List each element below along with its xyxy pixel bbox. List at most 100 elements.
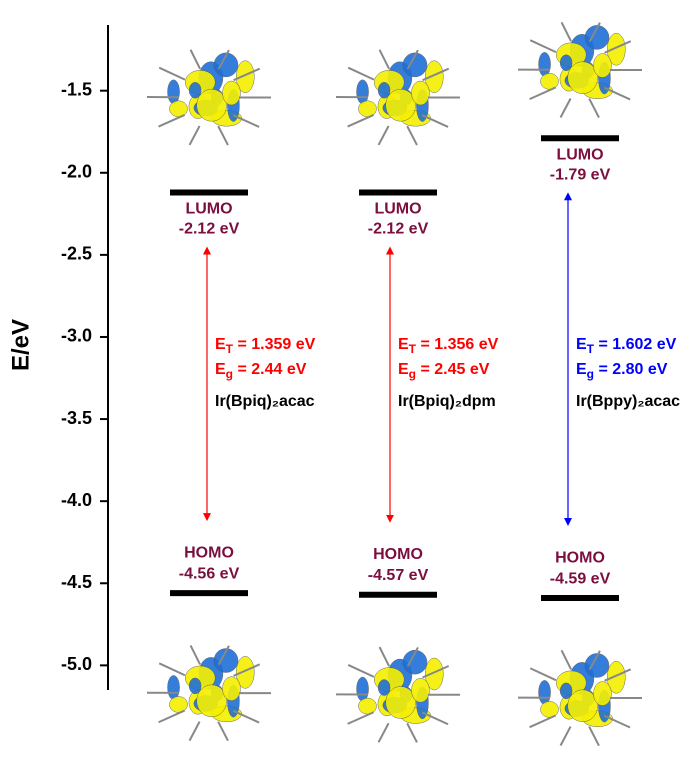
molecule-bond <box>233 67 261 82</box>
orbital-lobe <box>402 649 428 675</box>
y-tick-label: -2.5 <box>61 244 92 264</box>
orbital-lobe <box>196 88 227 122</box>
orbital-lobe <box>236 60 255 93</box>
orbital-lobe <box>169 100 188 118</box>
orbital-lobe <box>559 54 573 72</box>
e-value: = 2.44 eV <box>233 361 307 378</box>
e-value: = 1.602 eV <box>594 336 677 353</box>
energy-label: Eg = 2.80 eV <box>576 361 668 381</box>
homo-value: -4.56 eV <box>179 565 240 582</box>
orbital-image <box>146 49 271 146</box>
molecule-bond <box>603 714 631 729</box>
lumo-text: LUMO <box>185 201 232 218</box>
e-value: = 2.45 eV <box>416 361 490 378</box>
orbital-lobe <box>402 52 428 78</box>
lumo-value: -1.79 eV <box>550 167 611 184</box>
molecule-bond <box>378 49 390 70</box>
lumo-text: LUMO <box>556 147 603 164</box>
y-axis-label: E/eV <box>7 319 34 371</box>
e-subscript: T <box>587 342 595 356</box>
orbital-lobe <box>584 25 610 50</box>
molecule-bond <box>189 644 201 665</box>
lumo-text: LUMO <box>374 201 421 218</box>
compound-name: Ir(Bpiq)₂acac <box>215 393 315 410</box>
orbital-lobe <box>188 82 202 99</box>
orbital-lobe <box>169 696 188 713</box>
molecule-bond <box>421 114 449 128</box>
orbital-lobe <box>425 657 444 691</box>
orbital-lobe <box>167 675 180 700</box>
orbital-image <box>146 644 271 742</box>
orbital-lobe <box>593 53 612 78</box>
orbital-lobe <box>377 679 391 696</box>
molecule-bond <box>422 67 450 82</box>
orbital-lobe <box>559 682 573 700</box>
e-subscript: T <box>226 342 234 356</box>
compound-name: Ir(Bppy)₂acac <box>576 393 680 410</box>
molecule-bond <box>188 125 201 146</box>
orbital-image <box>335 49 460 146</box>
e-subscript: g <box>587 367 594 381</box>
molecule-bond <box>560 649 572 670</box>
homo-text: HOMO <box>555 549 605 566</box>
molecule-bond <box>347 114 375 128</box>
e-value: = 1.359 eV <box>233 336 316 353</box>
energy-label: Eg = 2.44 eV <box>215 361 307 381</box>
energy-label: ET = 1.602 eV <box>576 336 677 356</box>
orbital-lobe <box>356 79 369 105</box>
orbital-lobe <box>196 684 227 718</box>
molecule-bond <box>588 22 601 43</box>
lumo-value: -2.12 eV <box>179 221 240 238</box>
homo-value: -4.57 eV <box>368 567 429 584</box>
homo-value: -4.59 eV <box>550 570 611 587</box>
e-subscript: g <box>226 367 233 381</box>
molecule-bond <box>217 721 229 742</box>
homo-text: HOMO <box>184 544 234 561</box>
orbital-lobe <box>385 686 416 719</box>
orbital-lobe <box>167 79 180 105</box>
molecule-bond <box>347 711 375 725</box>
orbital-lobe <box>567 689 598 723</box>
energy-label: Eg = 2.45 eV <box>398 361 490 381</box>
molecule-bond <box>347 66 375 81</box>
orbital-lobe <box>540 701 559 718</box>
orbital-lobe <box>377 82 391 99</box>
molecule-bond <box>406 722 418 743</box>
orbital-lobe <box>411 678 430 703</box>
molecule-bond <box>603 86 631 101</box>
molecule-bond <box>378 646 390 667</box>
energy-label: ET = 1.356 eV <box>398 336 499 356</box>
y-tick-label: -4.0 <box>61 490 92 510</box>
orbital-image <box>517 649 642 747</box>
e-value: = 1.356 eV <box>416 336 499 353</box>
molecule-bond <box>529 39 557 54</box>
orbital-lobe <box>356 676 369 702</box>
y-tick-label: -3.5 <box>61 408 92 428</box>
molecule-bond <box>232 709 260 724</box>
orbital-lobe <box>411 80 430 106</box>
molecule-bond <box>188 721 201 742</box>
y-tick-label: -4.5 <box>61 572 92 592</box>
orbital-lobe <box>222 676 241 701</box>
orbital-lobe <box>538 52 551 77</box>
molecule-bond <box>588 98 600 119</box>
molecule-bond <box>189 49 201 70</box>
molecule-bond <box>604 668 632 682</box>
molecule-bond <box>347 664 375 678</box>
e-symbol: E <box>398 361 409 378</box>
e-symbol: E <box>398 336 409 353</box>
y-tick-label: -1.5 <box>61 79 92 99</box>
homo-text: HOMO <box>373 546 423 563</box>
orbital-lobe <box>358 697 377 715</box>
orbital-lobe <box>358 100 377 118</box>
energy-label: ET = 1.359 eV <box>215 336 316 356</box>
molecule-bond <box>232 114 260 128</box>
molecule-bond <box>529 86 557 101</box>
molecule-bond <box>588 650 601 671</box>
molecule-bond <box>559 726 572 746</box>
molecule-bond <box>158 114 186 128</box>
e-subscript: g <box>409 367 416 381</box>
lumo-value: -2.12 eV <box>368 221 429 238</box>
